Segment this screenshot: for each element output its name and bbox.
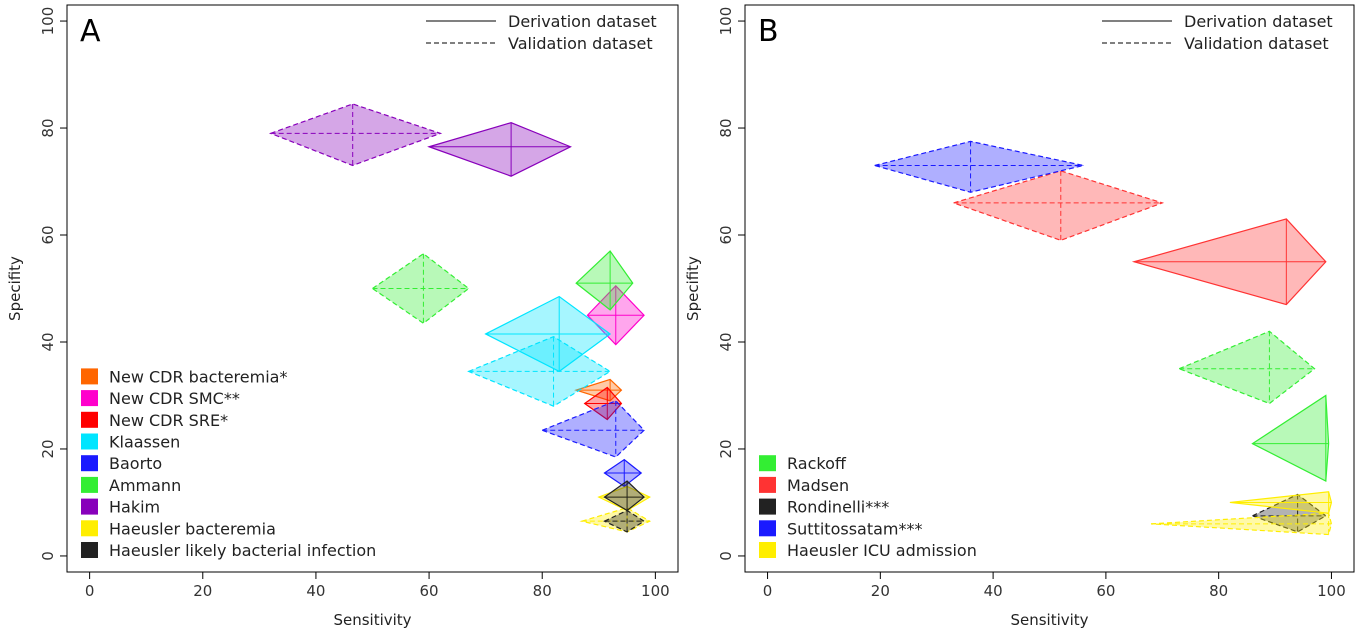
estimate-diamond <box>467 335 612 407</box>
estimate-diamond <box>603 480 645 512</box>
estimate-diamond <box>872 140 1084 193</box>
x-axis-label: Sensitivity <box>1010 611 1088 629</box>
x-tick-label: 100 <box>1317 582 1346 600</box>
x-tick-label: 60 <box>420 582 439 600</box>
y-tick-label: 60 <box>717 225 735 244</box>
legend-swatch <box>81 368 98 385</box>
panel-label: A <box>80 14 101 49</box>
x-tick-label: 20 <box>871 582 890 600</box>
plot-frame <box>744 4 1355 573</box>
legend-label: New CDR bacteremia* <box>109 367 287 386</box>
y-tick-label: 40 <box>717 332 735 351</box>
panel-label: B <box>758 14 779 49</box>
y-tick-label: 100 <box>39 7 57 36</box>
legend-swatch <box>81 390 98 407</box>
y-tick-label: 20 <box>717 439 735 458</box>
legend-label: Haeusler ICU admission <box>787 541 977 560</box>
estimate-diamond <box>1177 330 1316 405</box>
y-tick-label: 80 <box>717 118 735 137</box>
legend-swatch <box>759 542 776 558</box>
x-tick-label: 40 <box>984 582 1003 600</box>
estimate-diamond <box>1250 493 1327 533</box>
y-tick-label: 0 <box>717 551 735 561</box>
x-tick-label: 80 <box>533 582 552 600</box>
legend-label: Klaassen <box>109 433 180 452</box>
legend-label: Madsen <box>787 476 849 495</box>
line-legend-label: Validation dataset <box>1184 34 1329 53</box>
x-tick-label: 40 <box>306 582 325 600</box>
x-tick-label: 0 <box>85 582 95 600</box>
legend-swatch <box>81 498 98 515</box>
line-legend-label: Derivation dataset <box>508 12 657 31</box>
x-tick-label: 0 <box>763 582 773 600</box>
legend-swatch <box>81 411 98 428</box>
legend-swatch <box>759 455 776 472</box>
legend-label: Haeusler likely bacterial infection <box>109 541 376 560</box>
x-tick-label: 20 <box>193 582 212 600</box>
estimate-diamond <box>427 122 572 177</box>
legend-swatch <box>81 433 98 450</box>
legend-swatch <box>81 476 98 493</box>
estimate-diamond <box>268 103 443 167</box>
legend-swatch <box>81 520 98 537</box>
panel-a: 0 20 40 60 80 100 0 20 40 60 80 100 Sensitivity Speci… <box>6 4 679 629</box>
legend-label: Hakim <box>109 498 160 517</box>
legend-label: Rondinelli*** <box>787 498 889 517</box>
legend-label: Suttitossatam*** <box>787 519 923 538</box>
legend-label: New CDR SRE* <box>109 411 228 430</box>
x-tick-label: 100 <box>641 582 670 600</box>
y-tick-label: 0 <box>39 551 57 561</box>
legend-label: New CDR SMC** <box>109 389 240 408</box>
y-axis-label: Specifity <box>684 256 702 321</box>
legend-swatch <box>81 542 98 558</box>
y-tick-label: 60 <box>39 225 57 244</box>
y-tick-label: 80 <box>39 118 57 137</box>
estimate-diamond <box>540 400 645 458</box>
legend-swatch <box>759 476 776 493</box>
estimate-diamond <box>1251 394 1330 483</box>
plot-frame <box>66 4 679 573</box>
legend-swatch <box>759 520 776 537</box>
x-tick-label: 60 <box>1096 582 1115 600</box>
y-axis-label: Specifity <box>6 256 24 321</box>
x-tick-label: 80 <box>1209 582 1228 600</box>
legend-label: Rackoff <box>787 454 847 473</box>
legend-swatch <box>759 498 776 515</box>
legend-swatch <box>81 455 98 472</box>
legend-label: Ammann <box>109 476 181 495</box>
y-tick-label: 20 <box>39 439 57 458</box>
line-legend-label: Validation dataset <box>508 34 653 53</box>
legend-label: Baorto <box>109 454 162 473</box>
legend-label: Haeusler bacteremia <box>109 519 276 538</box>
y-tick-label: 40 <box>39 332 57 351</box>
y-tick-label: 100 <box>717 7 735 36</box>
line-legend-label: Derivation dataset <box>1184 12 1333 31</box>
panel-b: 0 20 40 60 80 100 0 20 40 60 80 100 Sensitivity Speci… <box>684 4 1355 629</box>
x-axis-label: Sensitivity <box>333 611 411 629</box>
